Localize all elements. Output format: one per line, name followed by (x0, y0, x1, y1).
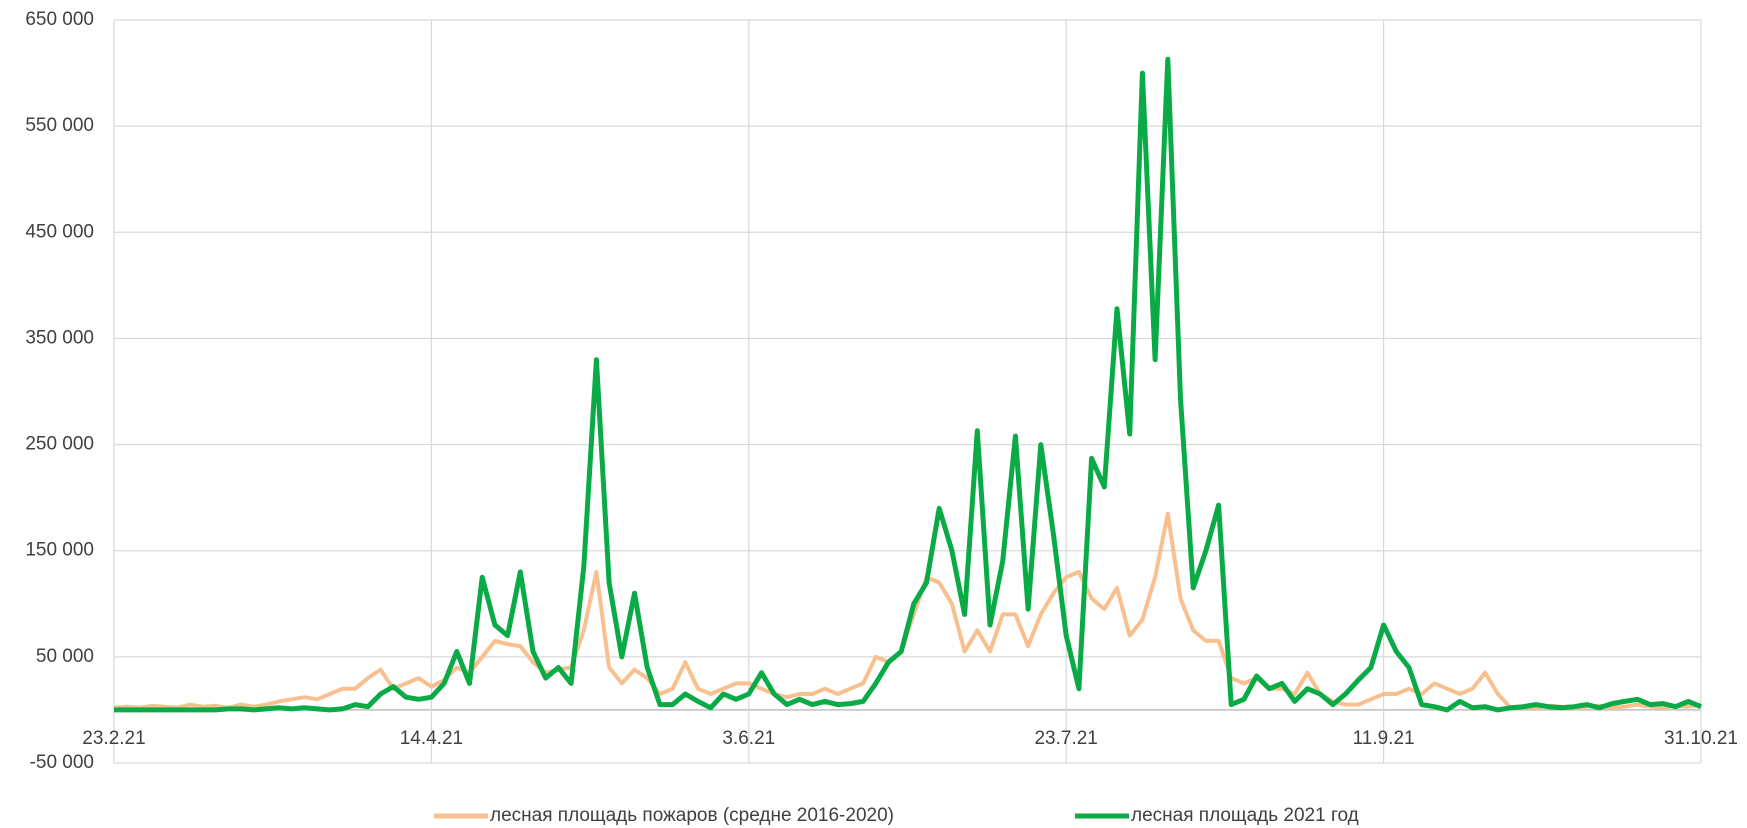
legend-label: лесная площадь пожаров (средне 2016-2020… (490, 805, 894, 826)
x-tick-label: 14.4.21 (400, 728, 463, 749)
series-line (114, 56, 1702, 713)
x-tick-label: 3.6.21 (722, 728, 775, 749)
y-tick-label: 650 000 (25, 9, 94, 30)
y-tick-label: 350 000 (25, 327, 94, 348)
x-tick-label: 23.2.21 (82, 728, 145, 749)
y-tick-label: 50 000 (36, 646, 94, 667)
x-tick-label: 31.10.21 (1664, 728, 1738, 749)
y-tick-label: 250 000 (25, 434, 94, 455)
legend-label: лесная площадь 2021 год (1131, 805, 1359, 826)
y-tick-label: 550 000 (25, 115, 94, 136)
y-tick-label: -50 000 (30, 752, 94, 773)
y-tick-label: 150 000 (25, 540, 94, 561)
y-tick-label: 450 000 (25, 221, 94, 242)
x-tick-label: 23.7.21 (1034, 728, 1097, 749)
series-line (113, 511, 1702, 710)
x-tick-label: 11.9.21 (1353, 728, 1415, 749)
